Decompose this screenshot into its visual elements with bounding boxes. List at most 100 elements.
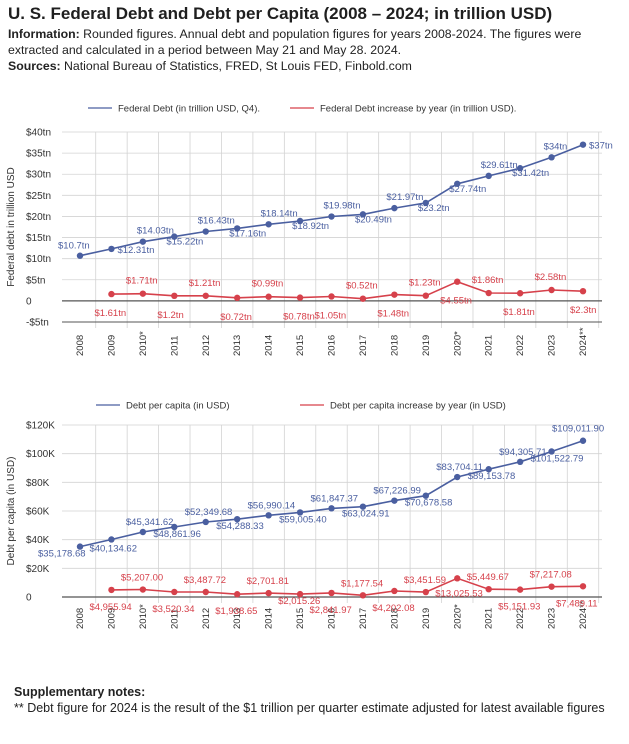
data-label: $37tn — [589, 141, 613, 152]
data-point — [265, 589, 272, 597]
data-label: $5,449.67 — [467, 572, 509, 583]
y-tick-label: $5tn — [26, 275, 45, 286]
data-point — [516, 290, 524, 297]
legend-label-2: Federal Debt increase by year (in trilli… — [320, 104, 516, 115]
data-point — [139, 290, 147, 297]
data-point — [516, 165, 524, 172]
data-label: $40,134.62 — [89, 543, 137, 554]
data-label: $1.71tn — [126, 276, 158, 287]
series-line-2 — [111, 577, 584, 597]
data-point — [296, 217, 304, 225]
x-tick-label: 2023 — [547, 608, 558, 629]
data-label: $1.21tn — [189, 278, 221, 289]
data-point — [359, 295, 367, 302]
x-tick-label: 2019 — [421, 335, 432, 356]
data-label: $4.55tn — [440, 296, 472, 307]
data-label: $7,217.08 — [530, 570, 572, 581]
x-tick-label: 2018 — [389, 608, 400, 629]
data-point — [579, 437, 587, 444]
data-label: $70,678.58 — [405, 498, 453, 509]
data-label: $31.42tn — [512, 168, 549, 179]
data-point — [391, 587, 398, 595]
data-label: $1.86tn — [472, 275, 504, 286]
data-label: $0.52tn — [346, 281, 378, 292]
legend-label-2: Debt per capita increase by year (in USD… — [330, 401, 506, 412]
data-label: $4,955.94 — [89, 602, 131, 613]
x-tick-label: 2022 — [515, 335, 526, 356]
chart-2: Debt per capita (in USD) Debt per capita … — [6, 401, 604, 630]
data-point — [202, 518, 209, 526]
notes-text: ** Debt figure for 2024 is the result of… — [14, 701, 605, 715]
data-label: $7,489.11 — [556, 598, 598, 609]
data-point — [579, 583, 587, 590]
x-tick-label: 2021 — [484, 608, 495, 629]
data-point — [391, 497, 398, 504]
data-point — [265, 512, 272, 519]
data-point — [422, 492, 430, 499]
data-label: $1.2tn — [157, 310, 183, 321]
data-label: $18.92tn — [292, 221, 329, 232]
data-point — [391, 291, 398, 298]
y-tick-label: $30tn — [26, 170, 51, 181]
x-tick-label: 2024** — [578, 600, 589, 629]
x-tick-label: 2019 — [421, 608, 432, 629]
data-point — [359, 503, 367, 510]
x-tick-label: 2023 — [547, 335, 558, 356]
x-tick-label: 2009 — [106, 608, 117, 629]
data-point — [108, 245, 115, 253]
info-label: Information: — [8, 27, 80, 41]
data-point — [171, 233, 178, 240]
x-tick-label: 2011 — [169, 336, 180, 356]
data-label: $15.22tn — [166, 237, 203, 248]
data-point — [76, 543, 84, 550]
data-point — [422, 588, 430, 596]
data-label: $45,341.62 — [126, 517, 174, 528]
data-label: $0.78tn — [283, 312, 315, 323]
y-axis-label: Federal debt in trillion USD — [6, 167, 17, 287]
data-label: $18.14tn — [261, 208, 298, 219]
data-label: $48,861.96 — [153, 529, 201, 540]
x-tick-label: 2020* — [452, 331, 463, 356]
y-tick-label: 0 — [26, 593, 32, 604]
data-point — [233, 294, 241, 302]
data-point — [516, 458, 524, 466]
data-point — [359, 211, 367, 218]
data-point — [485, 585, 492, 593]
data-point — [328, 505, 335, 512]
legend-label-1: Debt per capita (in USD) — [126, 401, 229, 412]
y-tick-label: $35tn — [26, 149, 51, 160]
y-tick-label: $40tn — [26, 128, 51, 139]
data-point — [108, 536, 115, 543]
data-label: $56,990.14 — [248, 500, 296, 511]
data-point — [202, 228, 209, 235]
x-tick-label: 2017 — [358, 335, 369, 356]
data-label: $52,349.68 — [185, 507, 233, 518]
legend-label-1: Federal Debt (in trillion USD, Q4). — [118, 104, 260, 115]
x-tick-label: 2008 — [75, 335, 86, 356]
data-point — [454, 575, 461, 582]
chart-1: Federal Debt (in trillion USD, Q4). Feder… — [6, 104, 613, 357]
x-tick-label: 2012 — [201, 335, 212, 356]
data-point — [454, 278, 461, 285]
data-point — [139, 586, 147, 593]
data-label: $0.72tn — [220, 312, 252, 323]
data-label: $0.99tn — [252, 279, 284, 290]
data-label: $4,202.08 — [372, 603, 414, 614]
data-label: $23.2tn — [418, 203, 450, 214]
data-label: $3,451.59 — [404, 575, 446, 586]
data-point — [108, 290, 115, 298]
data-label: $1.23tn — [409, 278, 441, 289]
data-label: $5,151.93 — [498, 602, 540, 613]
data-point — [454, 473, 461, 481]
data-label: $109,011.90 — [552, 424, 604, 435]
data-point — [328, 589, 335, 597]
data-label: $63,024.91 — [342, 509, 390, 520]
data-label: $16.43tn — [198, 216, 235, 227]
x-tick-label: 2016 — [327, 335, 338, 356]
y-tick-label: $40K — [26, 535, 50, 546]
data-label: $1.81tn — [503, 307, 535, 318]
x-tick-label: 2017 — [358, 608, 369, 629]
data-point — [548, 154, 555, 161]
data-point — [579, 141, 587, 148]
y-tick-label: $15tn — [26, 233, 51, 244]
